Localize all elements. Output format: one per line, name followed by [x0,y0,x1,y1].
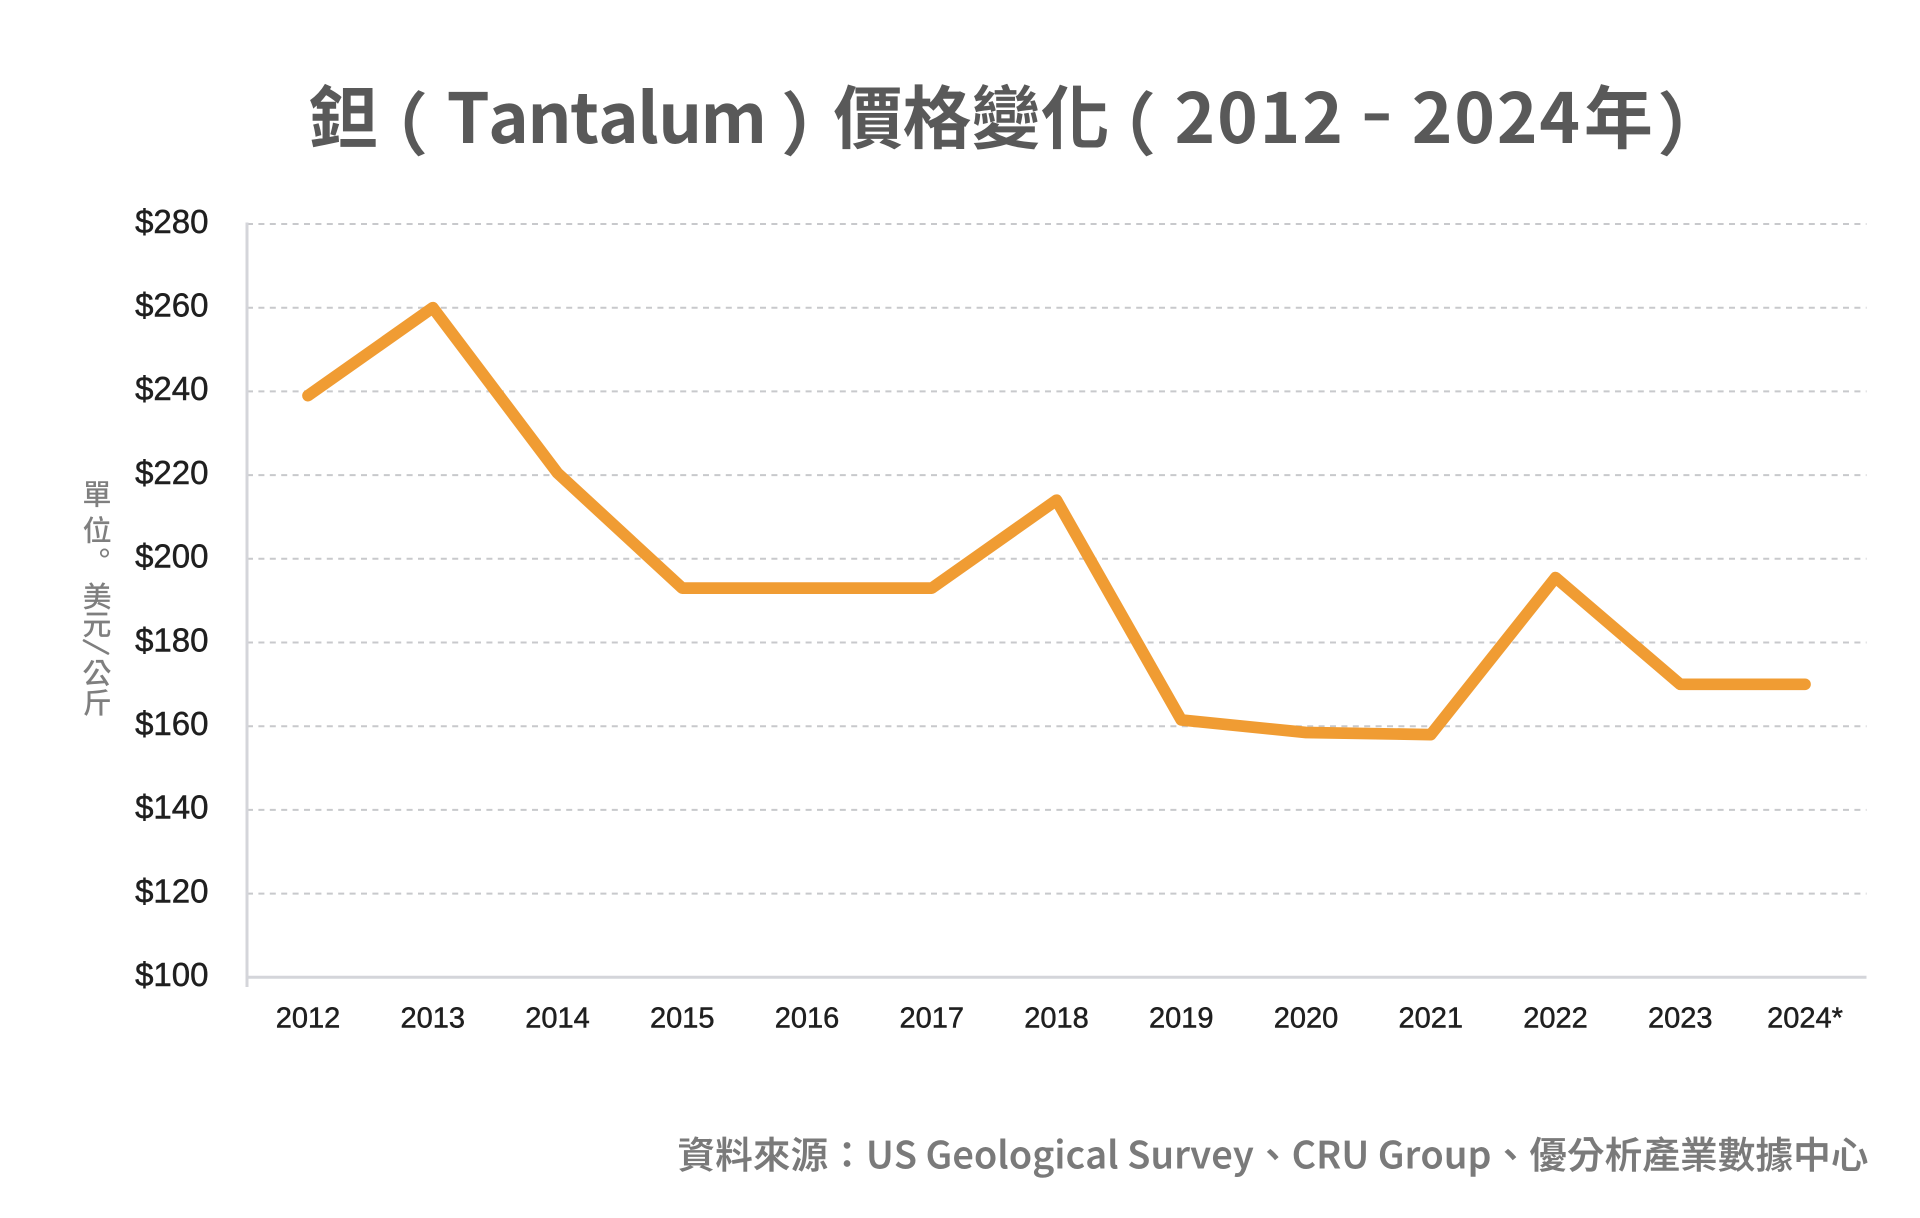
svg-text:$100: $100 [135,956,208,993]
svg-text:2024*: 2024* [1767,1002,1843,1034]
svg-text:2014: 2014 [525,1002,590,1034]
svg-text:2021: 2021 [1399,1002,1464,1034]
svg-text:2013: 2013 [401,1002,466,1034]
svg-text:2019: 2019 [1149,1002,1214,1034]
svg-text:2023: 2023 [1648,1002,1713,1034]
svg-text:$280: $280 [135,203,208,240]
svg-text:$200: $200 [135,538,208,575]
svg-text:$220: $220 [135,454,208,491]
svg-text:$240: $240 [135,370,208,407]
svg-text:$180: $180 [135,621,208,658]
svg-text:$120: $120 [135,872,208,909]
svg-text:2018: 2018 [1024,1002,1089,1034]
svg-text:$160: $160 [135,705,208,742]
svg-text:2015: 2015 [650,1002,715,1034]
svg-text:$140: $140 [135,789,208,826]
svg-text:2016: 2016 [775,1002,840,1034]
svg-text:2020: 2020 [1274,1002,1339,1034]
svg-text:2017: 2017 [900,1002,965,1034]
svg-text:2012: 2012 [276,1002,341,1034]
svg-text:2022: 2022 [1523,1002,1588,1034]
svg-text:$260: $260 [135,287,208,324]
